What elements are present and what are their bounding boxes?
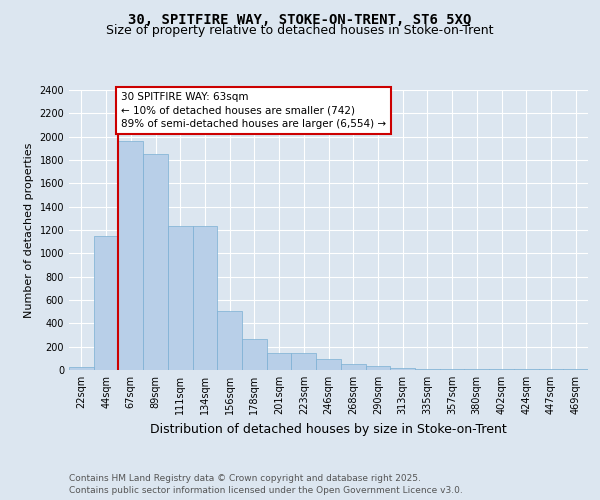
- Bar: [193, 226, 217, 370]
- Bar: [390, 368, 415, 370]
- Bar: [341, 364, 365, 370]
- Text: Size of property relative to detached houses in Stoke-on-Trent: Size of property relative to detached ho…: [106, 24, 494, 37]
- Text: 30 SPITFIRE WAY: 63sqm
← 10% of detached houses are smaller (742)
89% of semi-de: 30 SPITFIRE WAY: 63sqm ← 10% of detached…: [121, 92, 386, 128]
- Bar: [168, 226, 193, 370]
- Bar: [94, 236, 118, 370]
- Text: Contains HM Land Registry data © Crown copyright and database right 2025.
Contai: Contains HM Land Registry data © Crown c…: [69, 474, 463, 495]
- Y-axis label: Number of detached properties: Number of detached properties: [24, 142, 34, 318]
- Bar: [69, 367, 94, 370]
- Bar: [217, 310, 242, 370]
- X-axis label: Distribution of detached houses by size in Stoke-on-Trent: Distribution of detached houses by size …: [150, 422, 507, 436]
- Bar: [267, 352, 292, 370]
- Text: 30, SPITFIRE WAY, STOKE-ON-TRENT, ST6 5XQ: 30, SPITFIRE WAY, STOKE-ON-TRENT, ST6 5X…: [128, 12, 472, 26]
- Bar: [143, 154, 168, 370]
- Bar: [464, 369, 489, 370]
- Bar: [365, 366, 390, 370]
- Bar: [316, 359, 341, 370]
- Bar: [563, 369, 588, 370]
- Bar: [440, 369, 464, 370]
- Bar: [118, 142, 143, 370]
- Bar: [242, 338, 267, 370]
- Bar: [415, 369, 440, 370]
- Bar: [292, 352, 316, 370]
